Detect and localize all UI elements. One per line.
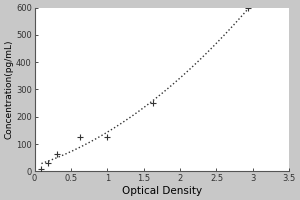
Y-axis label: Concentration(pg/mL): Concentration(pg/mL) (4, 40, 13, 139)
X-axis label: Optical Density: Optical Density (122, 186, 202, 196)
